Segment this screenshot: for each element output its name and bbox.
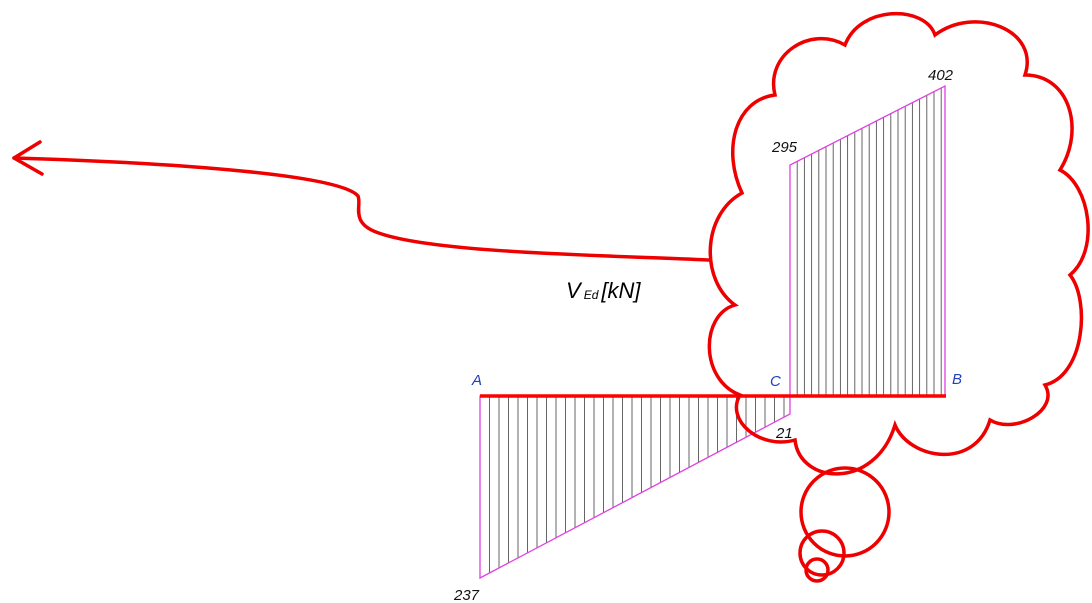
quantity-subscript: Ed <box>584 288 599 302</box>
cloud-bubble-small <box>804 557 830 583</box>
node-label-a: A <box>471 372 482 389</box>
shear-outline-cb <box>789 84 946 397</box>
quantity-unit: [kN] <box>600 278 641 303</box>
cloud-outline <box>707 12 1090 476</box>
value-label-a: 237 <box>453 587 480 603</box>
quantity-symbol: V <box>566 278 583 303</box>
hatch-lines-ac <box>489 396 785 573</box>
hatch-lines-cb <box>796 87 942 396</box>
quantity-label: V Ed [kN] <box>566 278 641 303</box>
pointer-arrow-line <box>12 156 710 262</box>
arrowhead-icon <box>12 140 44 176</box>
cloud-bubble-medium <box>798 529 846 577</box>
node-label-c: C <box>770 373 781 390</box>
value-label-b: 402 <box>928 67 954 84</box>
thought-cloud <box>707 12 1090 583</box>
value-label-c-right: 295 <box>771 139 798 156</box>
shear-segment-cb <box>789 84 946 397</box>
node-label-b: B <box>952 371 962 388</box>
cloud-bubble-large <box>799 466 891 558</box>
shear-segment-ac <box>479 395 791 580</box>
value-label-c-left: 21 <box>775 425 793 442</box>
pointer-arrow <box>12 140 710 262</box>
